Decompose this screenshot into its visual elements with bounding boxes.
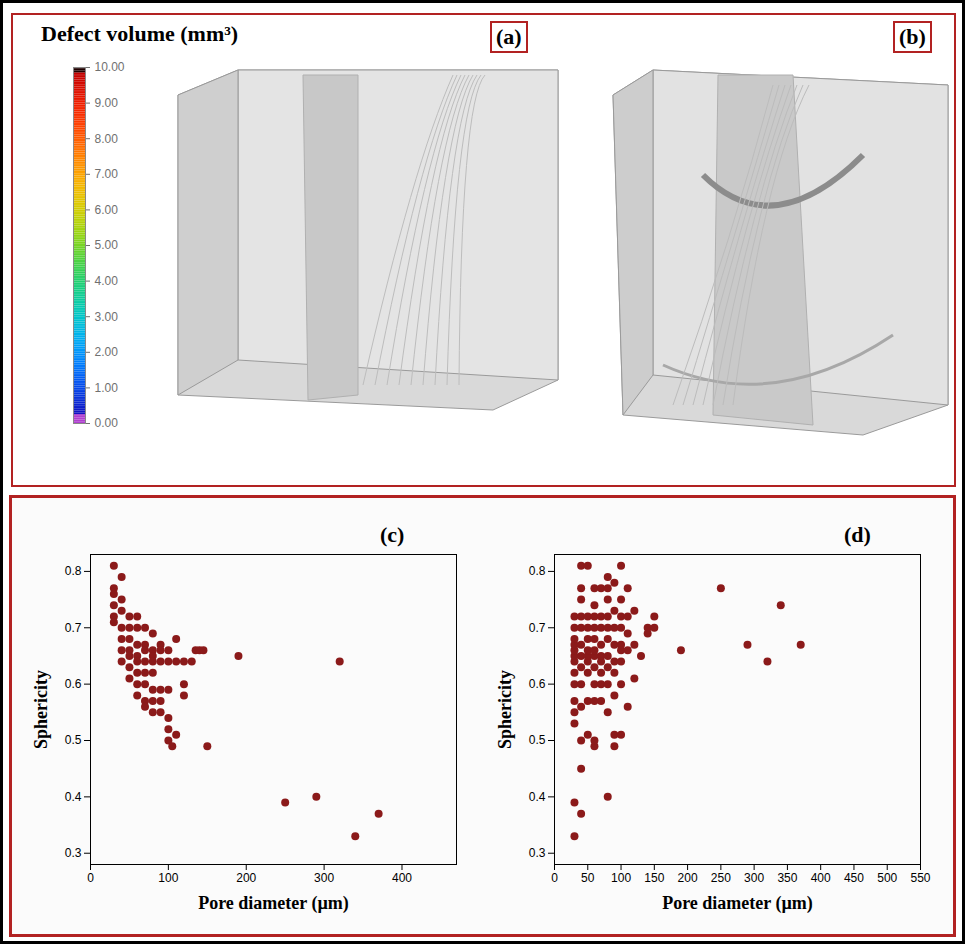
svg-text:0.5: 0.5 xyxy=(65,733,82,747)
html-text:(d): (d) xyxy=(844,522,871,547)
svg-text:100: 100 xyxy=(611,871,631,885)
svg-text:6.00: 6.00 xyxy=(95,203,119,217)
svg-text:Pore diameter (µm): Pore diameter (µm) xyxy=(198,893,349,914)
svg-text:0.7: 0.7 xyxy=(529,621,546,635)
svg-text:400: 400 xyxy=(811,871,831,885)
html-text:(a): (a) xyxy=(496,24,522,49)
svg-text:Sphericity: Sphericity xyxy=(495,670,515,749)
svg-text:0.00: 0.00 xyxy=(95,416,119,430)
svg-text:10.00: 10.00 xyxy=(95,60,125,74)
svg-text:300: 300 xyxy=(744,871,764,885)
svg-text:0.8: 0.8 xyxy=(529,564,546,578)
html-text:(c): (c) xyxy=(380,522,405,547)
svg-text:0.3: 0.3 xyxy=(65,846,82,860)
svg-text:200: 200 xyxy=(678,871,698,885)
svg-text:0.3: 0.3 xyxy=(529,846,546,860)
svg-text:350: 350 xyxy=(777,871,797,885)
svg-text:0.6: 0.6 xyxy=(65,677,82,691)
svg-text:250: 250 xyxy=(711,871,731,885)
svg-text:8.00: 8.00 xyxy=(95,132,119,146)
svg-text:400: 400 xyxy=(392,871,412,885)
svg-text:0.7: 0.7 xyxy=(65,621,82,635)
svg-text:0: 0 xyxy=(551,871,558,885)
svg-text:1.00: 1.00 xyxy=(95,381,119,395)
svg-text:450: 450 xyxy=(844,871,864,885)
svg-text:0.4: 0.4 xyxy=(529,790,546,804)
html-text:Defect volume (mm³): Defect volume (mm³) xyxy=(41,21,239,46)
svg-text:100: 100 xyxy=(158,871,178,885)
svg-text:7.00: 7.00 xyxy=(95,167,119,181)
svg-text:Sphericity: Sphericity xyxy=(31,670,51,749)
svg-text:9.00: 9.00 xyxy=(95,96,119,110)
svg-text:0.6: 0.6 xyxy=(529,677,546,691)
svg-text:4.00: 4.00 xyxy=(95,274,119,288)
svg-text:Pore diameter (µm): Pore diameter (µm) xyxy=(662,893,813,914)
html-text:(b): (b) xyxy=(899,24,926,49)
svg-text:50: 50 xyxy=(581,871,595,885)
svg-text:0.5: 0.5 xyxy=(529,733,546,747)
svg-text:0.8: 0.8 xyxy=(65,564,82,578)
svg-text:500: 500 xyxy=(877,871,897,885)
svg-text:3.00: 3.00 xyxy=(95,310,119,324)
svg-text:300: 300 xyxy=(314,871,334,885)
svg-text:0.4: 0.4 xyxy=(65,790,82,804)
svg-text:200: 200 xyxy=(236,871,256,885)
svg-text:0: 0 xyxy=(87,871,94,885)
svg-text:2.00: 2.00 xyxy=(95,345,119,359)
svg-text:5.00: 5.00 xyxy=(95,238,119,252)
svg-text:150: 150 xyxy=(644,871,664,885)
svg-text:550: 550 xyxy=(910,871,930,885)
